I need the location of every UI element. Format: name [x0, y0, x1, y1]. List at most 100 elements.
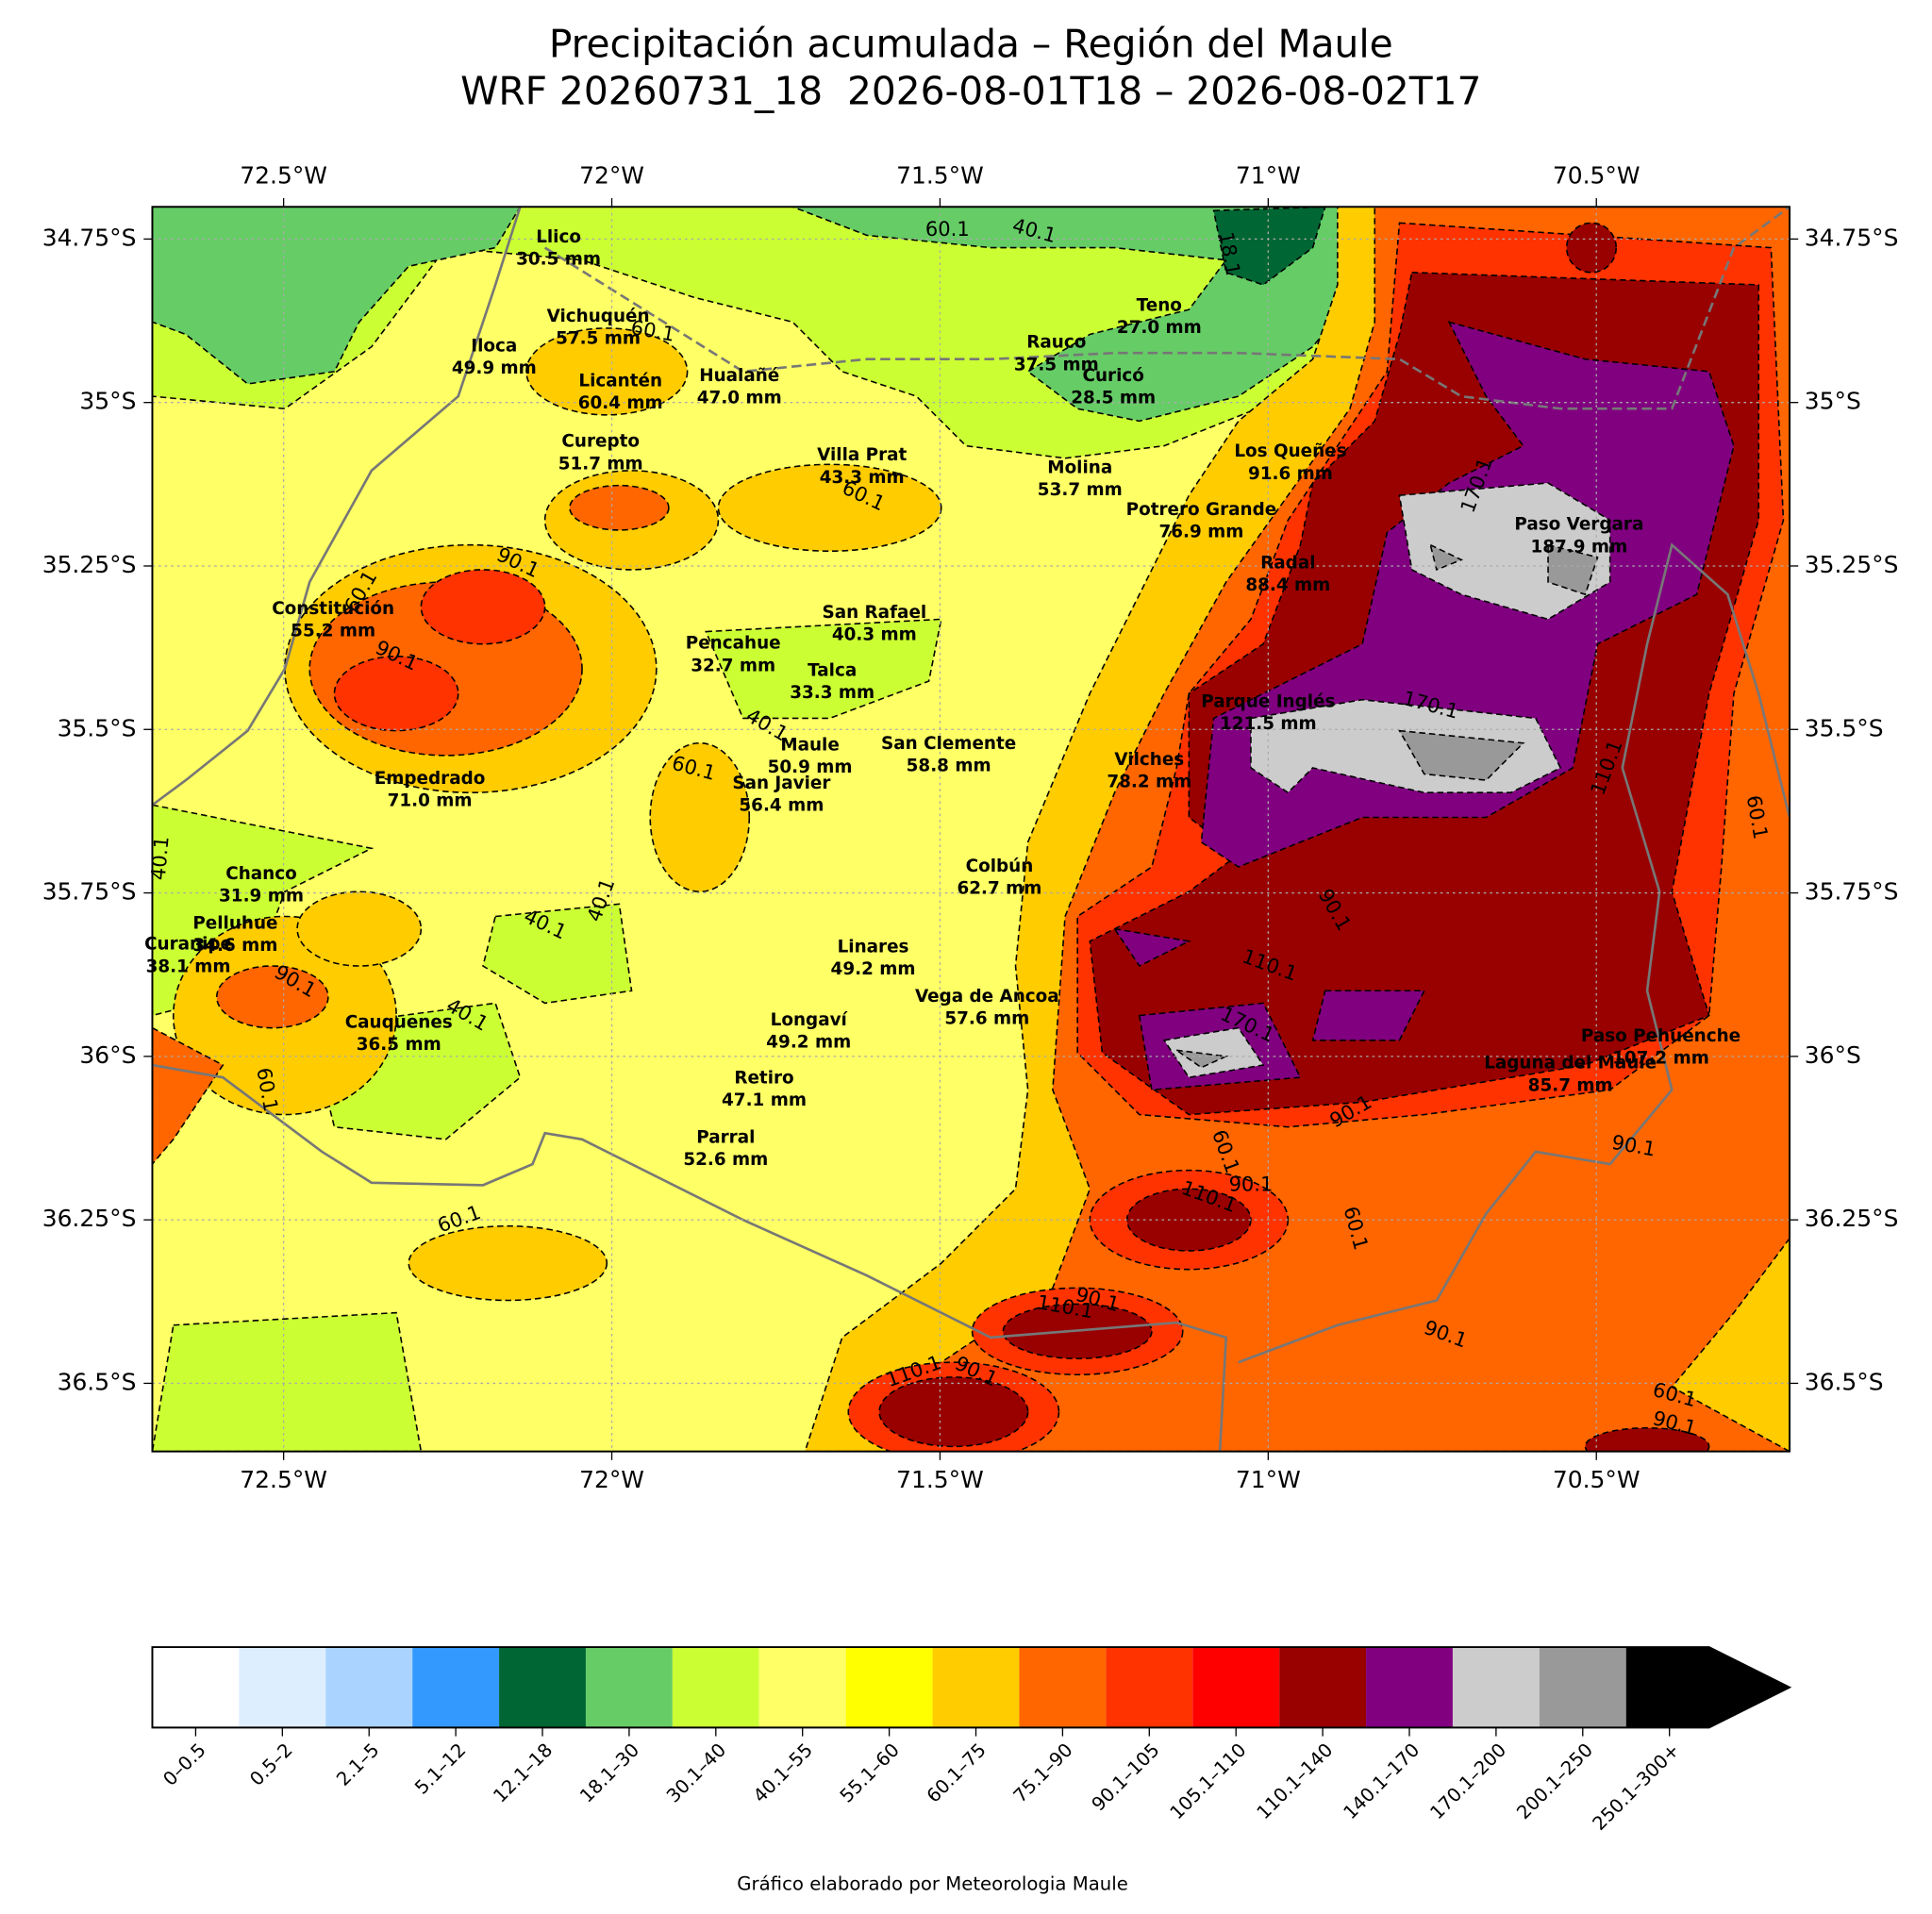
station-value: 78.2 mm — [1107, 773, 1191, 792]
lat-label: 35.25°S — [1805, 551, 1899, 578]
contour-region — [482, 903, 633, 1005]
station-name: Vichuquén — [547, 307, 650, 326]
station-name: Retiro — [734, 1068, 793, 1088]
colorbar-label: 40.1–55 — [749, 1739, 817, 1807]
lat-label: 35.75°S — [1805, 878, 1899, 906]
contour-region — [1311, 990, 1426, 1041]
station-name: Rauco — [1026, 333, 1086, 353]
colorbar-label: 0–0.5 — [159, 1739, 210, 1790]
colorbar-label: 140.1–170 — [1340, 1739, 1424, 1824]
contour-region — [420, 569, 546, 645]
colorbar-label: 90.1–105 — [1088, 1739, 1164, 1816]
colorbar-box — [585, 1647, 673, 1728]
station-name: Molina — [1047, 458, 1112, 477]
boundary — [152, 1063, 1228, 1452]
lat-label: 35.5°S — [58, 714, 137, 741]
contour-region — [1565, 222, 1618, 274]
lon-label: 70.5°W — [1553, 1466, 1641, 1493]
colorbar-label: 18.1–30 — [575, 1739, 643, 1807]
lon-label: 72°W — [579, 162, 644, 190]
lon-label: 72.5°W — [240, 162, 327, 190]
contour-region — [1162, 1026, 1265, 1079]
contour-region — [296, 890, 423, 967]
colorbar-box — [1192, 1647, 1280, 1728]
station-name: Potrero Grande — [1126, 500, 1277, 520]
station-value: 53.7 mm — [1038, 480, 1123, 500]
station-value: 51.7 mm — [558, 454, 643, 474]
lat-label: 35°S — [79, 388, 136, 415]
lon-label: 71°W — [1236, 1466, 1301, 1493]
contour-region — [717, 463, 942, 553]
colorbar-box — [1366, 1647, 1453, 1728]
station-name: Talca — [808, 661, 857, 681]
station-name: Maule — [780, 735, 839, 755]
station-value: 121.5 mm — [1220, 714, 1317, 734]
lon-label: 71.5°W — [896, 1466, 984, 1493]
station-name: Colbún — [966, 857, 1034, 876]
colorbar-label: 2.1–5 — [332, 1739, 383, 1790]
station-value: 40.3 mm — [832, 624, 917, 644]
lon-label: 71°W — [1236, 162, 1301, 190]
colorbar-label: 30.1–40 — [662, 1739, 730, 1807]
footer: Gráfico elaborado por Meteorologia Maule — [737, 1872, 1128, 1894]
colorbar-label: 250.1–300+ — [1589, 1739, 1684, 1835]
station-name: Linares — [838, 937, 909, 957]
colorbar-box — [1106, 1647, 1193, 1728]
station-value: 62.7 mm — [957, 879, 1041, 899]
contour-region — [878, 1376, 1029, 1448]
station-value: 49.9 mm — [452, 358, 537, 378]
station-value: 33.3 mm — [790, 683, 874, 703]
lat-label: 36°S — [1805, 1041, 1861, 1069]
station-value: 28.5 mm — [1071, 389, 1156, 408]
station-name: Los Queñes — [1234, 441, 1346, 461]
station-name: Chanco — [225, 864, 297, 884]
station-value: 58.8 mm — [907, 757, 991, 776]
station-value: 43.3 mm — [820, 468, 905, 488]
station-name: Paso Pehuenche — [1581, 1026, 1740, 1046]
station-value: 37.5 mm — [1014, 355, 1099, 374]
station-name: Constitución — [272, 599, 394, 619]
lon-label: 71.5°W — [896, 162, 984, 190]
colorbar-label: 105.1–110 — [1166, 1739, 1251, 1824]
contour-region — [1112, 927, 1191, 968]
station-name: Pencahue — [686, 634, 781, 654]
station-value: 47.1 mm — [722, 1090, 807, 1110]
colorbar-label: 5.1–12 — [410, 1739, 470, 1799]
colorbar-box — [239, 1647, 326, 1728]
station-value: 91.6 mm — [1248, 464, 1333, 484]
colorbar-box — [1279, 1647, 1367, 1728]
station-name: San Rafael — [822, 603, 926, 623]
contour-region — [1175, 1049, 1229, 1069]
station-value: 47.0 mm — [697, 389, 782, 408]
lat-label: 36.5°S — [1805, 1368, 1884, 1395]
lat-label: 36.25°S — [42, 1205, 137, 1232]
station-value: 30.5 mm — [516, 250, 601, 270]
station-value: 187.9 mm — [1530, 537, 1627, 557]
lat-label: 34.75°S — [1805, 224, 1899, 251]
station-name: Curepto — [561, 432, 640, 452]
contour-region — [649, 741, 751, 893]
station-name: San Clemente — [881, 734, 1016, 754]
contour-region — [1429, 543, 1464, 571]
lat-label: 35.75°S — [42, 878, 137, 906]
lat-label: 35°S — [1805, 388, 1861, 415]
colorbar-box — [325, 1647, 413, 1728]
station-name: Licantén — [578, 371, 662, 391]
station-value: 49.2 mm — [766, 1032, 851, 1052]
contour-region — [408, 1224, 608, 1302]
contour-region — [152, 1311, 423, 1452]
map-field — [152, 207, 1790, 1452]
station-name: Hualañé — [699, 366, 779, 386]
grid — [143, 198, 1799, 1460]
subtitle: WRF 20260731_18 2026-08-01T18 – 2026-08-… — [460, 68, 1481, 113]
colorbar-label: 60.1–75 — [923, 1739, 991, 1807]
colorbar-frame — [151, 1646, 1792, 1729]
colorbar-box — [758, 1647, 846, 1728]
station-name: Iloca — [471, 337, 517, 357]
colorbar-box — [1019, 1647, 1107, 1728]
colorbar-label: 200.1–250 — [1512, 1739, 1597, 1824]
station-name: Longaví — [771, 1010, 849, 1030]
station-value: 38.1 mm — [146, 957, 231, 976]
contour-region — [1398, 729, 1525, 781]
